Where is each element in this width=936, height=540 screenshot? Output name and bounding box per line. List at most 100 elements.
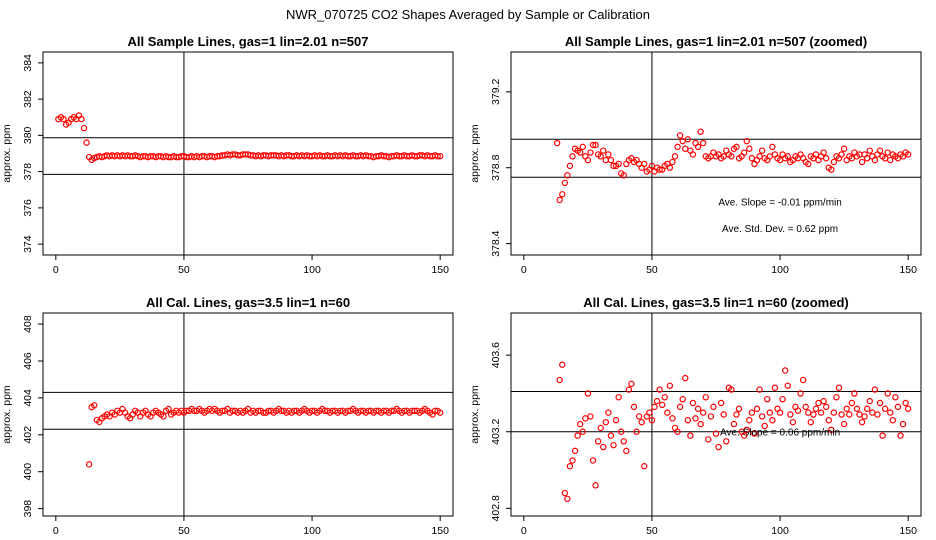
chart-panel-1: All Sample Lines, gas=1 lin=2.01 n=507 ap… bbox=[1, 34, 454, 276]
data-point bbox=[838, 411, 845, 418]
data-point bbox=[676, 132, 684, 139]
data-point bbox=[902, 399, 909, 407]
data-point bbox=[559, 361, 566, 368]
data-point bbox=[710, 403, 717, 411]
data-point bbox=[610, 441, 617, 449]
data-point bbox=[576, 420, 584, 428]
panel-title: All Sample Lines, gas=1 lin=2.01 n=507 (… bbox=[565, 34, 867, 49]
data-point bbox=[697, 420, 704, 428]
data-point bbox=[866, 147, 873, 154]
data-point bbox=[753, 405, 761, 412]
data-point bbox=[682, 374, 689, 382]
data-point bbox=[889, 417, 897, 424]
x-tick-label: 50 bbox=[646, 525, 658, 537]
data-point bbox=[794, 407, 802, 414]
data-point bbox=[743, 137, 750, 145]
data-point bbox=[715, 443, 722, 451]
data-point bbox=[628, 380, 635, 388]
data-point bbox=[740, 149, 748, 156]
data-point bbox=[846, 411, 853, 418]
y-axis-label: approx. ppm bbox=[1, 385, 13, 444]
data-point bbox=[658, 401, 666, 409]
data-point bbox=[807, 418, 815, 426]
data-point bbox=[587, 413, 594, 420]
data-point bbox=[702, 394, 709, 401]
data-point bbox=[746, 417, 753, 424]
data-point bbox=[863, 405, 871, 412]
data-point bbox=[564, 495, 571, 502]
y-tick-label: 402.8 bbox=[490, 495, 502, 521]
data-point bbox=[574, 432, 581, 439]
data-point bbox=[607, 156, 615, 164]
panel-title: All Sample Lines, gas=1 lin=2.01 n=507 bbox=[128, 34, 369, 49]
data-point bbox=[697, 128, 704, 135]
data-point bbox=[881, 405, 889, 412]
data-point bbox=[866, 397, 873, 405]
data-point bbox=[858, 158, 866, 166]
data-point bbox=[553, 139, 561, 147]
data-point bbox=[820, 149, 827, 156]
data-point bbox=[712, 430, 720, 437]
data-point bbox=[587, 149, 594, 156]
annotation-text: Ave. Slope = -0.01 ppm/min bbox=[718, 198, 842, 209]
data-point bbox=[669, 415, 676, 422]
y-axis-label: approx. ppm bbox=[469, 385, 481, 444]
data-point bbox=[787, 411, 794, 418]
x-tick-label: 100 bbox=[771, 264, 789, 276]
data-point bbox=[620, 172, 627, 179]
data-point bbox=[676, 403, 684, 411]
y-tick-label: 384 bbox=[22, 54, 34, 72]
data-point bbox=[589, 457, 597, 464]
data-point bbox=[597, 424, 604, 432]
y-tick-label: 382 bbox=[22, 90, 34, 108]
data-point bbox=[630, 403, 638, 411]
x-tick-label: 150 bbox=[431, 525, 449, 537]
data-point bbox=[904, 151, 912, 158]
series-1 bbox=[556, 361, 912, 502]
data-point bbox=[635, 413, 643, 420]
data-point bbox=[707, 413, 715, 420]
data-point bbox=[723, 438, 730, 445]
data-point bbox=[600, 443, 607, 451]
data-point bbox=[835, 384, 843, 391]
y-tick-label: 378.8 bbox=[490, 154, 502, 180]
data-point bbox=[687, 432, 694, 439]
data-point bbox=[733, 143, 740, 151]
data-point bbox=[623, 447, 630, 455]
panel-title: All Cal. Lines, gas=3.5 lin=1 n=60 (zoom… bbox=[583, 295, 849, 310]
data-point bbox=[600, 147, 607, 154]
data-point bbox=[569, 153, 576, 160]
y-tick-label: 376 bbox=[22, 199, 34, 217]
data-point bbox=[584, 156, 592, 164]
x-tick-label: 100 bbox=[303, 264, 321, 276]
data-point bbox=[805, 160, 812, 168]
data-point bbox=[60, 115, 67, 123]
plot-frame bbox=[42, 51, 454, 256]
x-tick-label: 50 bbox=[178, 525, 190, 537]
data-point bbox=[165, 405, 172, 413]
data-point bbox=[812, 405, 820, 412]
data-point bbox=[720, 411, 727, 418]
data-point bbox=[784, 382, 791, 389]
data-point bbox=[592, 482, 599, 489]
y-tick-label: 398 bbox=[22, 500, 34, 518]
data-point bbox=[641, 463, 648, 470]
data-point bbox=[884, 390, 891, 397]
data-point bbox=[661, 394, 668, 401]
data-point bbox=[679, 395, 686, 403]
y-tick-label: 406 bbox=[22, 352, 34, 370]
y-tick-label: 374 bbox=[22, 235, 34, 253]
data-point bbox=[692, 415, 699, 422]
data-point bbox=[615, 160, 622, 168]
data-point bbox=[746, 145, 753, 152]
data-point bbox=[605, 151, 612, 158]
data-point bbox=[904, 405, 912, 412]
data-point bbox=[80, 124, 88, 132]
chart-panel-3: All Cal. Lines, gas=3.5 lin=1 n=60 approx… bbox=[1, 295, 454, 537]
x-tick-label: 0 bbox=[53, 264, 59, 276]
data-point bbox=[436, 153, 444, 160]
data-point bbox=[571, 447, 579, 455]
data-point bbox=[733, 411, 740, 418]
data-point bbox=[779, 395, 786, 403]
data-point bbox=[848, 399, 856, 407]
